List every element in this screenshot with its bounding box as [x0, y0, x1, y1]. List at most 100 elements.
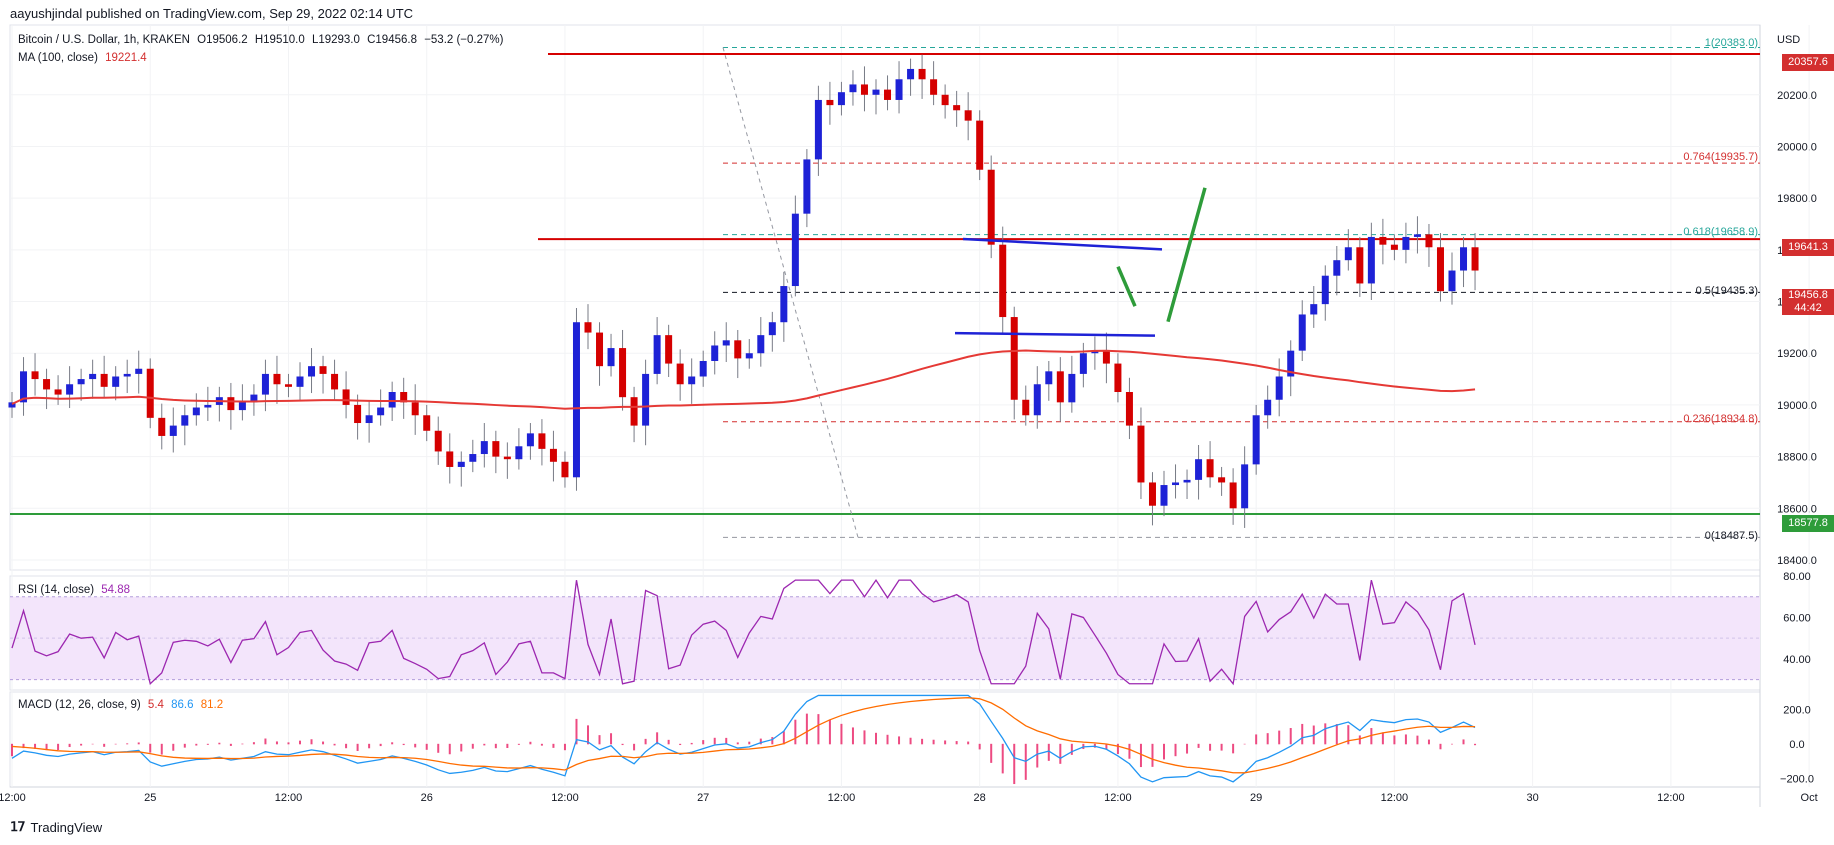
macd-histogram-bar — [80, 743, 83, 746]
y-tick-label: 20200.0 — [1777, 90, 1817, 102]
candle-body — [331, 373, 339, 390]
macd-histogram-bar — [322, 741, 325, 745]
macd-histogram-bar — [782, 731, 785, 745]
candle-body — [1448, 270, 1456, 292]
candle-body — [192, 407, 200, 416]
macd-histogram-bar — [1209, 743, 1212, 751]
price-tag-mid: 19641.3 — [1782, 239, 1834, 256]
macd-histogram-bar — [1451, 743, 1453, 745]
fib-label-05: 0.5(19435.3) — [1695, 285, 1758, 297]
macd-histogram-bar — [978, 743, 981, 750]
macd-histogram-bar — [1474, 743, 1477, 746]
candle-body — [411, 402, 419, 416]
macd-histogram-bar — [1047, 743, 1050, 761]
macd-histogram-bar — [368, 743, 371, 749]
candle-body — [204, 404, 212, 408]
ma-100-line — [11, 349, 1476, 410]
macd-histogram-bar — [840, 723, 843, 745]
candle-body — [1333, 260, 1341, 276]
symbol-legend: Bitcoin / U.S. Dollar, 1h, KRAKEN O19506… — [18, 34, 507, 46]
x-tick-label: 30 — [1527, 792, 1539, 804]
candle-body — [653, 335, 661, 374]
candle-body — [284, 384, 292, 387]
ohlc-open: O19506.2 — [197, 34, 248, 46]
main-pane — [9, 24, 1761, 571]
candle-body — [1022, 399, 1030, 416]
macd-histogram-bar — [22, 743, 25, 749]
candle-body — [388, 392, 396, 408]
candle-body — [1471, 247, 1479, 271]
macd-histogram-bar — [1197, 743, 1200, 748]
candle-body — [918, 68, 926, 80]
macd-histogram-bar — [805, 713, 808, 745]
macd-histogram-bar — [667, 739, 670, 745]
candle-body — [261, 373, 269, 395]
candle-body — [1218, 477, 1226, 483]
macd-histogram-bar — [1128, 743, 1131, 759]
macd-signal-value: 81.2 — [200, 699, 224, 711]
macd-histogram-bar — [1220, 743, 1223, 751]
candle-body — [803, 159, 811, 214]
macd-histogram-bar — [275, 741, 278, 745]
macd-histogram-bar — [183, 743, 186, 748]
rsi-legend: RSI (14, close) 54.88 — [18, 584, 134, 596]
tradingview-logo[interactable]: 𝟣𝟩 TradingView — [10, 819, 102, 835]
tradingview-logo-icon: 𝟣𝟩 — [10, 819, 26, 834]
macd-histogram-bar — [1462, 739, 1465, 745]
candle-body — [814, 99, 822, 160]
y-tick-label: 18800.0 — [1777, 452, 1817, 464]
rsi-value: 54.88 — [101, 584, 131, 596]
macd-histogram-bar — [1289, 728, 1292, 745]
macd-histogram-bar — [828, 719, 831, 745]
candle-body — [43, 379, 51, 390]
y-tick-label: 18400.0 — [1777, 555, 1817, 567]
candle-body — [1379, 236, 1387, 245]
macd-histogram-bar — [506, 743, 509, 748]
candle-body — [1183, 479, 1191, 483]
candle-body — [319, 366, 327, 374]
candle-body — [273, 373, 281, 385]
macd-histogram-bar — [517, 743, 520, 745]
macd-histogram-bar — [414, 743, 417, 748]
macd-histogram-bar — [218, 742, 221, 745]
macd-histogram-bar — [1324, 723, 1327, 745]
candle-body — [780, 286, 788, 323]
candle-body — [20, 371, 28, 403]
macd-histogram-bar — [1358, 735, 1361, 745]
x-tick-label: 12:00 — [551, 792, 579, 804]
candle-body — [860, 84, 868, 95]
x-tick-label: 27 — [697, 792, 709, 804]
macd-histogram-bar — [1347, 725, 1350, 745]
macd-histogram-bar — [345, 743, 348, 749]
macd-histogram-bar — [759, 738, 762, 745]
projection-up-stroke — [1166, 187, 1207, 323]
macd-legend: MACD (12, 26, close, 9) 5.4 86.6 81.2 — [18, 699, 227, 711]
candle-body — [791, 213, 799, 287]
macd-histogram-bar — [529, 741, 532, 745]
macd-histogram-bar — [1059, 743, 1062, 764]
candle-body — [100, 373, 108, 387]
macd-histogram-bar — [1416, 735, 1419, 745]
candle-body — [1172, 482, 1180, 486]
macd-histogram-bar — [11, 743, 13, 757]
x-tick-label: 25 — [144, 792, 156, 804]
macd-histogram-bar — [103, 743, 106, 747]
candle-body — [377, 407, 385, 416]
x-tick-label: Oct — [1801, 792, 1818, 804]
y-tick-label: 20000.0 — [1777, 141, 1817, 153]
candle-body — [757, 335, 765, 354]
candle-body — [54, 389, 62, 395]
macd-histogram-bar — [725, 737, 728, 745]
macd-histogram-bar — [886, 734, 889, 745]
candle-body — [1137, 425, 1145, 483]
candle-body — [1045, 371, 1053, 385]
candle-body — [1436, 247, 1444, 292]
candle-body — [561, 461, 569, 478]
macd-histogram-bar — [875, 732, 877, 745]
candle-body — [1229, 482, 1237, 509]
candle-body — [1287, 350, 1295, 377]
y-tick-label: 19000.0 — [1777, 400, 1817, 412]
macd-histogram-bar — [587, 725, 589, 745]
ohlc-change: −53.2 (−0.27%) — [424, 34, 504, 46]
